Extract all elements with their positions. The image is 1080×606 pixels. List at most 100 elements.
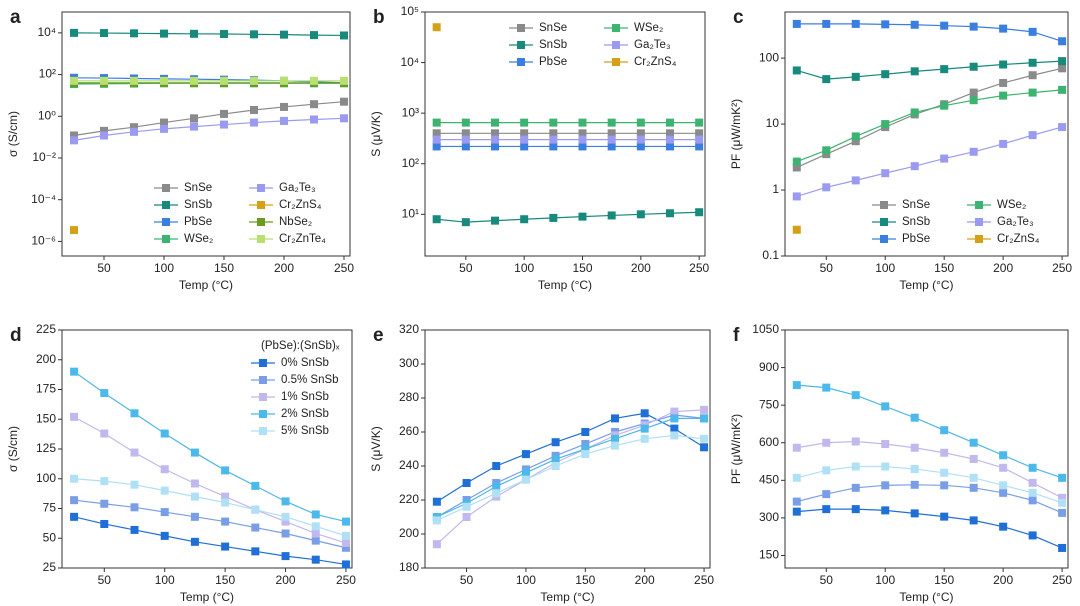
marker: [1028, 131, 1037, 140]
marker: [461, 218, 470, 227]
marker: [700, 405, 709, 414]
panel: 25 50 75 100 125 150 175 200 225 50 100 150 200 250 Te…: [6, 322, 356, 604]
marker: [578, 135, 587, 144]
marker: [220, 120, 228, 129]
plot-frame: [424, 11, 706, 257]
marker: [636, 210, 645, 219]
marker: [851, 72, 860, 81]
series-line: [796, 60, 1063, 80]
marker: [280, 30, 288, 39]
marker: [910, 108, 919, 117]
marker: [491, 216, 499, 225]
marker: [1028, 478, 1037, 487]
marker: [881, 462, 890, 471]
plot-frame: [784, 11, 1069, 257]
marker: [969, 22, 978, 31]
marker: [607, 129, 616, 138]
marker: [551, 462, 560, 470]
series-line: [436, 414, 705, 518]
marker: [340, 97, 348, 106]
y-tick-label: 600: [759, 435, 779, 449]
marker: [549, 129, 558, 138]
marker: [340, 114, 348, 123]
legend-label: Cr₂ZnS₄: [634, 56, 677, 68]
panel-label: f: [733, 325, 740, 346]
y-tick-label: 200: [399, 526, 419, 540]
marker: [607, 211, 616, 220]
marker: [581, 445, 590, 453]
marker: [432, 118, 441, 127]
marker: [636, 129, 645, 138]
legend-marker: [259, 393, 267, 401]
marker: [881, 169, 890, 178]
marker: [792, 497, 801, 506]
legend-label: Ga₂Te₃: [997, 216, 1034, 228]
x-tick-label: 250: [694, 573, 714, 587]
marker: [851, 483, 860, 492]
series-line: [796, 126, 1063, 198]
panel-label: d: [10, 325, 22, 346]
marker: [999, 481, 1008, 490]
marker: [581, 428, 590, 436]
panel-label: e: [373, 325, 384, 346]
marker: [670, 407, 679, 416]
legend-marker: [259, 427, 267, 435]
y-tick-label: 1: [772, 182, 779, 196]
legend-marker: [162, 218, 170, 226]
y-tick-label: 10⁴: [37, 25, 56, 39]
series-line: [796, 67, 1063, 168]
x-tick-label: 150: [575, 573, 595, 587]
legend-marker: [259, 376, 267, 384]
marker: [130, 76, 138, 85]
panel: 10⁻⁶ 10⁻⁴ 10⁻² 10⁰ 10² 10⁴ 50 100 150 200 250 Temp …: [6, 7, 354, 292]
legend-label: WSe₂: [184, 233, 213, 245]
legend-title: (PbSe):(SnSb)ₓ: [261, 340, 340, 352]
marker: [670, 431, 679, 440]
legend-label: Cr₂ZnTe₄: [279, 233, 326, 245]
x-axis-label: Temp (°C): [899, 590, 953, 604]
marker: [221, 466, 230, 475]
legend-label: SnSe: [184, 182, 212, 194]
marker: [792, 473, 801, 482]
x-tick-label: 200: [631, 261, 651, 275]
marker: [822, 183, 831, 192]
y-axis-label: PF (μW/mK²): [729, 414, 743, 484]
marker: [281, 552, 290, 561]
legend-label: NbSe₂: [279, 216, 312, 228]
marker: [190, 29, 198, 38]
marker: [969, 438, 978, 447]
marker: [1058, 508, 1067, 517]
marker: [432, 23, 441, 32]
legend-marker: [162, 201, 170, 209]
y-tick-label: 10³: [402, 105, 419, 119]
marker: [822, 146, 831, 155]
marker: [792, 507, 801, 516]
marker: [851, 19, 860, 28]
x-tick-label: 250: [336, 573, 356, 587]
marker: [910, 20, 919, 29]
marker: [578, 129, 587, 138]
marker: [461, 129, 470, 138]
legend-label: 0.5% SnSb: [281, 374, 339, 386]
marker: [220, 109, 228, 118]
marker: [792, 163, 801, 172]
marker: [1028, 488, 1037, 497]
legend-marker: [517, 41, 525, 49]
x-tick-label: 200: [993, 261, 1013, 275]
y-axis-label: σ (S/cm): [6, 111, 20, 157]
legend-label: Ga₂Te₃: [279, 182, 316, 194]
marker: [700, 414, 709, 423]
y-tick-label: 300: [759, 510, 779, 524]
y-tick-label: 280: [399, 390, 419, 404]
marker: [221, 498, 230, 507]
marker: [251, 481, 260, 490]
marker: [310, 76, 318, 85]
legend-label: SnSb: [184, 199, 212, 211]
marker: [851, 176, 860, 185]
marker: [462, 513, 471, 521]
marker: [1028, 88, 1037, 97]
series-line: [436, 417, 705, 518]
marker: [695, 118, 704, 127]
y-tick-label: 25: [43, 560, 57, 574]
marker: [280, 102, 288, 111]
